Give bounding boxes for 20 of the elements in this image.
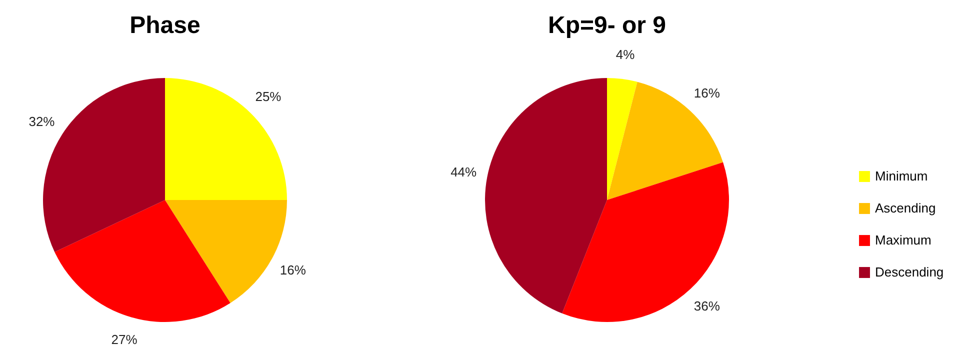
pie-slice [607, 78, 638, 200]
data-label: 36% [694, 298, 720, 314]
pie-slice [54, 200, 230, 322]
data-label: 16% [694, 86, 720, 101]
legend-label: Ascending [875, 200, 936, 216]
data-label: 32% [28, 114, 56, 129]
pie-slice [562, 162, 729, 322]
legend-label: Maximum [875, 232, 932, 248]
chart-title: Phase [130, 12, 200, 39]
chart-title: Kp=9- or 9 [548, 12, 666, 39]
legend-label: Minimum [875, 168, 928, 184]
pie-slice [607, 82, 724, 200]
data-label: 16% [280, 262, 306, 278]
pie-slice [485, 78, 607, 314]
data-label: 27% [111, 332, 138, 345]
data-label: 25% [255, 88, 282, 104]
pie-slice [165, 78, 287, 200]
data-label: 4% [616, 47, 636, 62]
data-label: 44% [450, 164, 478, 180]
legend-label: Descending [875, 264, 944, 280]
